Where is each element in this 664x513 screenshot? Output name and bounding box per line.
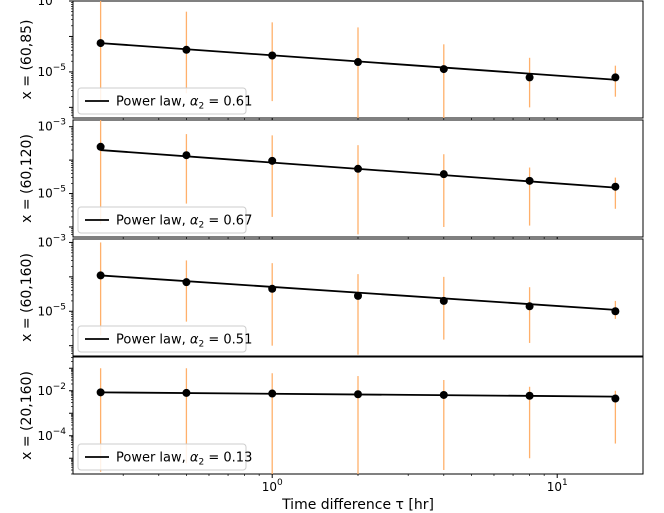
data-point xyxy=(439,65,448,74)
legend: Power law, α2 = 0.67 xyxy=(77,206,252,234)
legend-label: Power law, α2 = 0.51 xyxy=(116,333,252,350)
y-axis-label: x = (60,85) xyxy=(19,20,35,100)
y-tick-label: 10−3 xyxy=(37,0,66,8)
data-point xyxy=(439,170,448,179)
data-point xyxy=(182,45,191,54)
data-point xyxy=(439,296,448,305)
y-tick-label: 10−5 xyxy=(37,302,66,318)
data-point xyxy=(268,284,277,293)
data-point xyxy=(354,390,362,399)
legend-box xyxy=(77,206,247,234)
data-point xyxy=(96,142,105,151)
legend: Power law, α2 = 0.13 xyxy=(77,443,252,471)
y-axis-label: x = (60,160) xyxy=(19,253,35,342)
data-point xyxy=(354,164,362,173)
data-point xyxy=(354,291,362,300)
data-point xyxy=(525,73,534,82)
y-tick-label: 10−3 xyxy=(37,118,66,134)
data-point xyxy=(611,394,620,403)
data-point xyxy=(96,39,105,48)
y-axis-label: x = (60,120) xyxy=(19,134,35,223)
y-tick-label: 10−3 xyxy=(37,233,66,249)
panel-2: 10−3 10−5x = (60,120) Power law, α2 = 0.67 xyxy=(19,118,644,241)
legend-label: Power law, α2 = 0.61 xyxy=(116,95,252,112)
plot-area xyxy=(96,242,620,355)
x-axis-label: Time difference τ [hr] xyxy=(281,497,434,513)
plot-area xyxy=(96,1,620,118)
legend-box xyxy=(77,325,247,353)
data-point xyxy=(268,51,277,60)
legend: Power law, α2 = 0.51 xyxy=(77,325,252,353)
panels: 10−310−5x = (60,85)Power law, α2 = 0.611… xyxy=(19,0,644,494)
y-tick-label: 10−5 xyxy=(37,185,66,201)
y-axis-label: x = (20,160) xyxy=(19,371,35,460)
legend-box xyxy=(77,443,247,471)
y-tick-label: 10−2 xyxy=(37,382,66,398)
data-point xyxy=(182,278,191,287)
x-tick-label: 100 xyxy=(262,478,283,494)
data-point xyxy=(525,302,534,311)
panel-3: 10−3 10−5x = (60,160) Power law, α2 = 0.51 xyxy=(19,233,644,360)
data-point xyxy=(354,58,362,67)
data-point xyxy=(611,307,620,316)
plot-area xyxy=(96,368,620,474)
data-point xyxy=(182,151,191,160)
legend-label: Power law, α2 = 0.13 xyxy=(116,451,252,468)
data-point xyxy=(611,73,620,82)
panel-4: 10−2 10−4 100 101 x = (20,160) Power law, α2 … xyxy=(19,356,644,494)
data-point xyxy=(525,176,534,185)
legend-label: Power law, α2 = 0.67 xyxy=(116,214,252,231)
legend-box xyxy=(77,87,247,115)
data-point xyxy=(268,156,277,165)
data-point xyxy=(268,389,277,398)
y-tick-label: 10−5 xyxy=(37,63,66,79)
panel-1: 10−3 10−5x = (60,85) Power law, α2 = 0.61 xyxy=(19,0,644,122)
data-point xyxy=(96,271,105,280)
data-point xyxy=(182,388,191,397)
y-tick-label: 10−4 xyxy=(37,427,66,443)
data-point xyxy=(96,388,105,397)
legend: Power law, α2 = 0.61 xyxy=(77,87,252,115)
x-tick-label: 101 xyxy=(547,478,568,494)
data-point xyxy=(611,182,620,191)
data-point xyxy=(525,391,534,400)
plot-area xyxy=(96,120,620,235)
data-point xyxy=(439,390,448,399)
